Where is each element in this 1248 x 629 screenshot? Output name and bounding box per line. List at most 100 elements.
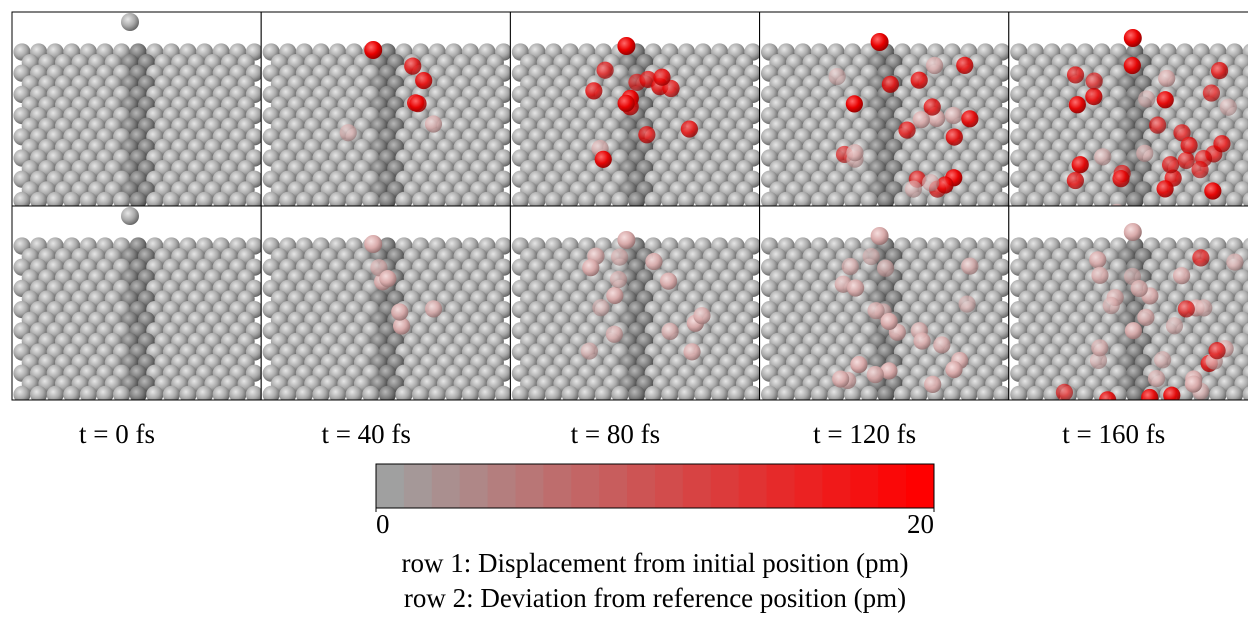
atom	[362, 191, 380, 206]
atom	[362, 385, 380, 400]
displaced-atom	[961, 257, 979, 275]
atom	[13, 385, 31, 400]
displaced-atom	[609, 270, 628, 289]
atom	[827, 385, 845, 400]
displaced-atom	[828, 67, 846, 86]
displaced-atom	[1202, 84, 1221, 102]
atom	[677, 385, 695, 400]
displaced-atom	[1208, 342, 1226, 360]
atom	[312, 385, 330, 400]
atom-panel	[510, 206, 760, 400]
displaced-atom	[596, 61, 614, 79]
displaced-atom	[1191, 161, 1209, 179]
atom	[245, 385, 262, 400]
displaced-atom	[391, 303, 409, 321]
atom	[677, 191, 695, 206]
colorbar-step	[710, 464, 740, 508]
displaced-atom	[1153, 351, 1172, 369]
displaced-atom	[846, 279, 865, 297]
atom	[113, 191, 131, 206]
colorbar-tick-label: 0	[376, 509, 390, 539]
atom	[1242, 386, 1248, 400]
colorbar-step	[627, 464, 656, 508]
displaced-atom	[832, 370, 850, 388]
atom	[594, 385, 612, 400]
displaced-atom	[661, 322, 679, 341]
atom-panel	[12, 206, 262, 400]
displaced-atom	[1156, 180, 1174, 198]
displaced-atom	[1219, 98, 1237, 116]
atom	[1026, 191, 1044, 206]
projectile-atom	[121, 207, 139, 225]
atom	[1010, 191, 1028, 206]
time-label: t = 160 fs	[1062, 419, 1165, 449]
atom	[129, 191, 147, 206]
displaced-atom	[922, 174, 940, 192]
displaced-atom	[1165, 317, 1184, 335]
atom	[578, 191, 596, 206]
time-label: t = 120 fs	[813, 419, 916, 449]
displaced-atom	[1141, 388, 1159, 400]
displaced-atom	[392, 317, 411, 335]
atom	[1076, 385, 1094, 400]
atom	[893, 191, 911, 206]
panel-border	[1008, 205, 1248, 401]
displaced-atom	[638, 126, 656, 144]
atom	[860, 191, 878, 206]
atom	[329, 385, 347, 400]
displaced-atom	[645, 252, 663, 271]
atom	[179, 385, 197, 400]
atom	[628, 385, 646, 400]
displaced-atom	[1094, 148, 1112, 166]
displaced-atom	[910, 71, 928, 89]
atom	[528, 191, 546, 206]
displaced-atom	[961, 110, 979, 128]
displaced-atom	[862, 247, 880, 266]
displaced-atom	[1068, 96, 1086, 114]
atom	[561, 385, 579, 400]
projectile-atom	[617, 231, 636, 249]
time-labels: t = 0 fs t = 40 fs t = 80 fs t = 120 fs t = …	[79, 419, 1165, 449]
caption: row 1: Displacement from initial positio…	[402, 548, 909, 578]
displaced-atom	[1136, 144, 1154, 162]
atom	[943, 385, 961, 400]
colorbar-step	[487, 464, 516, 508]
displaced-atom	[933, 336, 951, 354]
atom	[1242, 192, 1248, 206]
atom	[744, 191, 760, 206]
colorbar-step	[655, 464, 684, 508]
atom	[378, 191, 396, 206]
projectile-atom	[121, 13, 139, 31]
displaced-atom	[1130, 279, 1148, 298]
atom	[63, 191, 81, 206]
atom	[761, 385, 779, 400]
colorbar-step	[543, 464, 572, 508]
colorbar-step	[822, 464, 851, 508]
displaced-atom	[1085, 88, 1103, 106]
displaced-atom	[904, 180, 922, 198]
displaced-atom	[605, 325, 623, 343]
atom	[611, 191, 629, 206]
atom	[312, 191, 330, 206]
displaced-atom	[424, 300, 443, 318]
projectile-atom	[364, 235, 383, 253]
displaced-atom	[1055, 383, 1074, 400]
atom	[794, 385, 812, 400]
atom	[1109, 191, 1127, 206]
time-label: t = 80 fs	[571, 419, 660, 449]
displaced-atom	[653, 68, 671, 86]
time-label: t = 40 fs	[321, 419, 410, 449]
atom-panel	[1008, 206, 1248, 400]
displaced-atom	[1210, 62, 1229, 80]
atom	[445, 191, 463, 206]
atom	[129, 385, 147, 400]
atom	[860, 385, 878, 400]
atom	[279, 191, 297, 206]
atom	[993, 191, 1009, 206]
displaced-atom	[1172, 267, 1191, 285]
atom	[727, 385, 745, 400]
displaced-atom	[867, 302, 885, 320]
displaced-atom	[945, 128, 963, 146]
displaced-atom	[379, 270, 397, 288]
